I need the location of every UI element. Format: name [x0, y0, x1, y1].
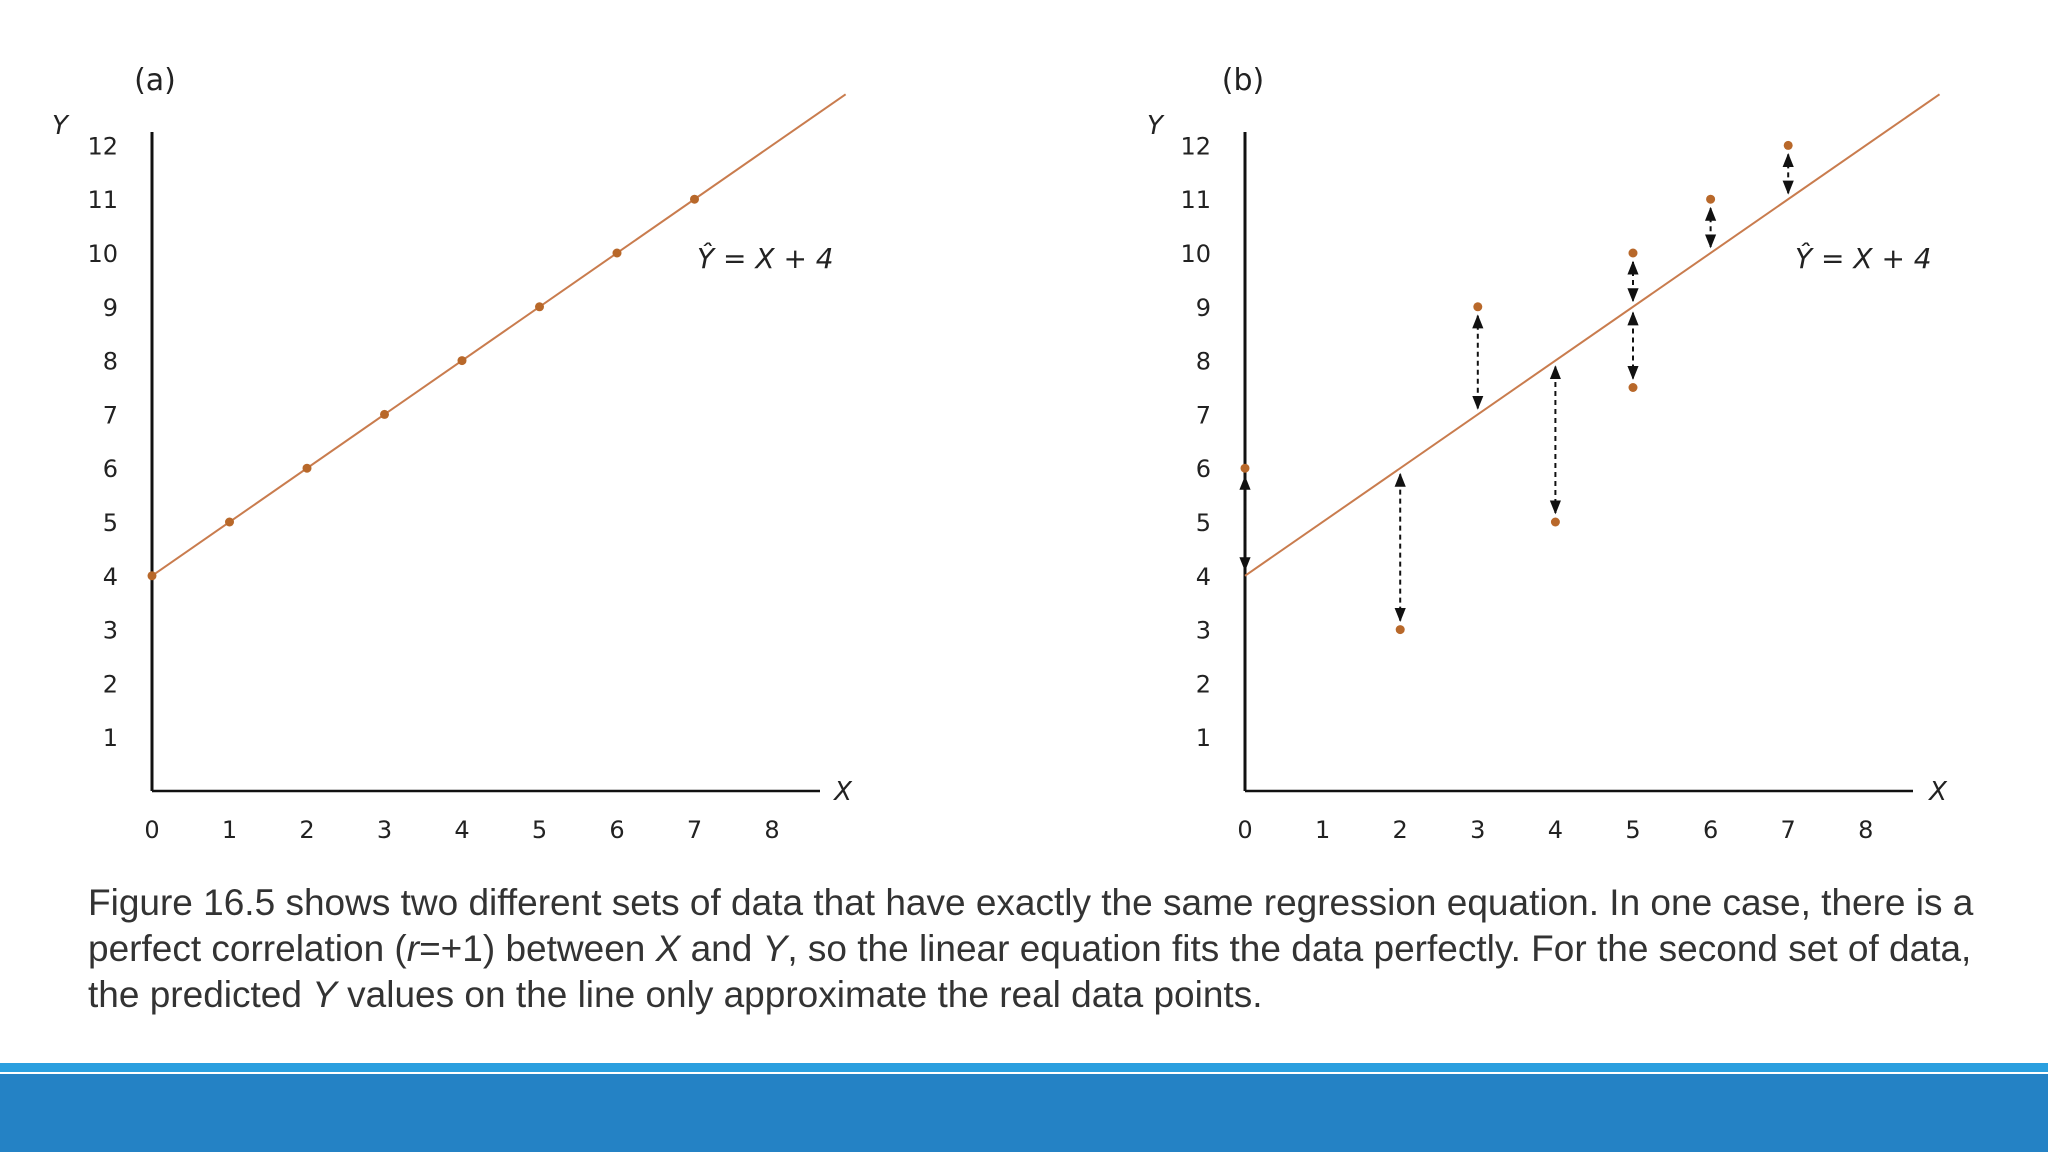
caption-seg-4: and: [680, 928, 762, 969]
y-tick-label: 6: [103, 455, 118, 483]
y-tick-label: 11: [1180, 186, 1211, 214]
y-tick-label: 12: [1180, 132, 1211, 160]
regression-line: [1245, 94, 1940, 576]
figure-caption: Figure 16.5 shows two different sets of …: [88, 880, 2018, 1018]
data-point: [380, 410, 389, 419]
y-tick-label: 7: [1196, 401, 1211, 429]
data-point: [613, 249, 622, 258]
caption-seg-7: Y: [312, 974, 337, 1015]
data-point: [148, 571, 157, 580]
caption-seg-8: values on the line only approximate the …: [337, 974, 1263, 1015]
caption-seg-1: r: [407, 928, 419, 969]
caption-seg-2: =+1) between: [419, 928, 656, 969]
x-tick-label: 1: [1315, 816, 1330, 844]
x-tick-label: 4: [454, 816, 469, 844]
x-axis-label: X: [832, 777, 853, 807]
x-tick-label: 0: [1237, 816, 1252, 844]
y-tick-label: 8: [103, 348, 118, 376]
y-tick-label: 6: [1196, 455, 1211, 483]
y-tick-label: 9: [1196, 294, 1211, 322]
y-axis-label: Y: [52, 111, 70, 141]
x-tick-label: 2: [1393, 816, 1408, 844]
footer-band: [0, 1074, 2048, 1152]
caption-seg-3: X: [656, 928, 681, 969]
y-tick-label: 2: [103, 670, 118, 698]
x-tick-label: 5: [1625, 816, 1640, 844]
y-tick-label: 10: [87, 240, 118, 268]
data-point: [1241, 464, 1250, 473]
data-point: [1473, 302, 1482, 311]
x-axis-label: X: [1927, 777, 1948, 807]
data-point: [303, 464, 312, 473]
regression-equation: Ŷ = X + 4: [697, 241, 834, 275]
y-tick-label: 1: [103, 724, 118, 752]
y-tick-label: 12: [87, 132, 118, 160]
x-tick-label: 0: [144, 816, 159, 844]
data-point: [458, 356, 467, 365]
y-tick-label: 1: [1196, 724, 1211, 752]
caption-seg-5: Y: [763, 928, 788, 969]
y-tick-label: 4: [103, 563, 118, 591]
y-tick-label: 3: [1196, 617, 1211, 645]
x-tick-label: 2: [299, 816, 314, 844]
x-tick-label: 8: [1858, 816, 1873, 844]
data-point: [1706, 195, 1715, 204]
data-point: [535, 302, 544, 311]
regression-equation: Ŷ = X + 4: [1795, 241, 1932, 275]
data-point: [1629, 383, 1638, 392]
data-point: [1396, 625, 1405, 634]
x-tick-label: 1: [222, 816, 237, 844]
y-tick-label: 2: [1196, 670, 1211, 698]
y-axis-label: Y: [1147, 111, 1165, 141]
x-tick-label: 5: [532, 816, 547, 844]
data-point: [1551, 518, 1560, 527]
y-tick-label: 7: [103, 401, 118, 429]
data-point: [1784, 141, 1793, 150]
y-tick-label: 9: [103, 294, 118, 322]
y-tick-label: 11: [87, 186, 118, 214]
data-point: [690, 195, 699, 204]
data-point: [1629, 249, 1638, 258]
x-tick-label: 6: [1703, 816, 1718, 844]
y-tick-label: 5: [1196, 509, 1211, 537]
panel-label: (a): [134, 63, 176, 98]
x-tick-label: 8: [764, 816, 779, 844]
y-tick-label: 3: [103, 617, 118, 645]
y-tick-label: 5: [103, 509, 118, 537]
x-tick-label: 6: [609, 816, 624, 844]
x-tick-label: 4: [1548, 816, 1563, 844]
regression-line: [152, 94, 846, 576]
data-point: [225, 518, 234, 527]
panel-label: (b): [1222, 63, 1264, 98]
x-tick-label: 7: [1781, 816, 1796, 844]
y-tick-label: 4: [1196, 563, 1211, 591]
y-tick-label: 10: [1180, 240, 1211, 268]
y-tick-label: 8: [1196, 348, 1211, 376]
x-tick-label: 3: [377, 816, 392, 844]
x-tick-label: 7: [687, 816, 702, 844]
x-tick-label: 3: [1470, 816, 1485, 844]
footer-accent-line: [0, 1063, 2048, 1072]
